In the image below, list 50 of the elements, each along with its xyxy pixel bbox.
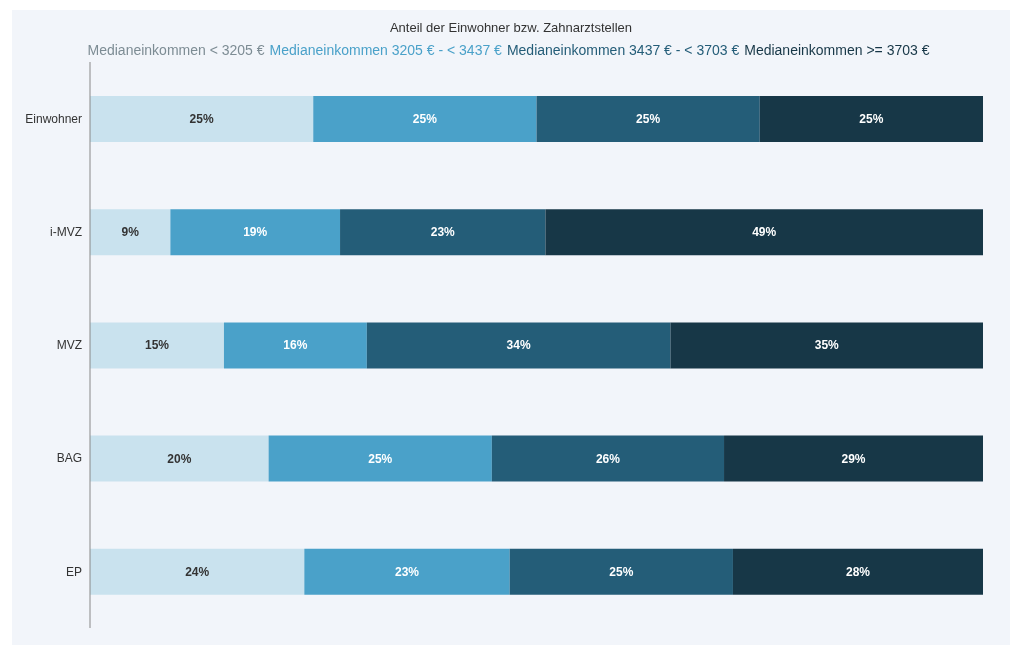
- y-tick-label: EP: [65, 564, 82, 579]
- data-label: 25%: [636, 112, 661, 126]
- data-label: 34%: [506, 338, 531, 353]
- bar: [670, 322, 983, 369]
- bar: [759, 96, 983, 142]
- text: Medianeinkommen < 3205 €: [87, 42, 265, 58]
- data-label: 15%: [144, 338, 170, 353]
- bar: [90, 96, 314, 142]
- data-label: 25%: [189, 112, 214, 126]
- bar: [313, 96, 537, 142]
- data-label: 25%: [609, 564, 634, 579]
- data-label: 9%: [121, 225, 140, 240]
- data-label: 49%: [752, 225, 777, 240]
- bar: [545, 209, 983, 256]
- data-label: 29%: [841, 451, 866, 466]
- bar: [90, 209, 171, 256]
- data-label: 20%: [167, 451, 192, 466]
- bar: [268, 435, 492, 482]
- chart-title: Anteil der Einwohner bzw. Zahnarztstellen: [388, 20, 634, 37]
- bar: [223, 322, 367, 369]
- text: Medianeinkommen 3437 € - < 3703 €: [506, 42, 740, 58]
- bar: [90, 548, 305, 595]
- data-label: 24%: [185, 564, 210, 579]
- text: Medianeinkommen >= 3703 €: [744, 42, 930, 58]
- data-label: 25%: [368, 451, 393, 466]
- y-tick-label: MVZ: [56, 338, 82, 353]
- data-label: 28%: [845, 564, 871, 579]
- bar: [340, 209, 546, 256]
- data-label: 16%: [283, 338, 308, 353]
- bar: [304, 548, 510, 595]
- y-tick-label: BAG: [56, 451, 82, 466]
- bar: [90, 322, 224, 369]
- bar: [724, 435, 983, 482]
- y-tick-label: i-MVZ: [50, 225, 82, 240]
- data-label: 19%: [243, 225, 268, 240]
- data-label: 35%: [814, 338, 840, 353]
- bar: [170, 209, 341, 256]
- text: Medianeinkommen 3205 € - < 3437 €: [269, 42, 502, 58]
- y-tick-label: Einwohner: [25, 111, 82, 126]
- bar: [536, 96, 760, 142]
- data-label: 25%: [412, 112, 438, 126]
- data-label: 25%: [859, 112, 884, 126]
- bar: [509, 548, 733, 595]
- data-label: 23%: [430, 225, 456, 240]
- bar: [90, 435, 269, 482]
- bar: [491, 435, 725, 482]
- bar: [366, 322, 671, 369]
- data-label: 26%: [595, 451, 621, 466]
- data-label: 23%: [395, 564, 420, 579]
- bar: [732, 548, 983, 595]
